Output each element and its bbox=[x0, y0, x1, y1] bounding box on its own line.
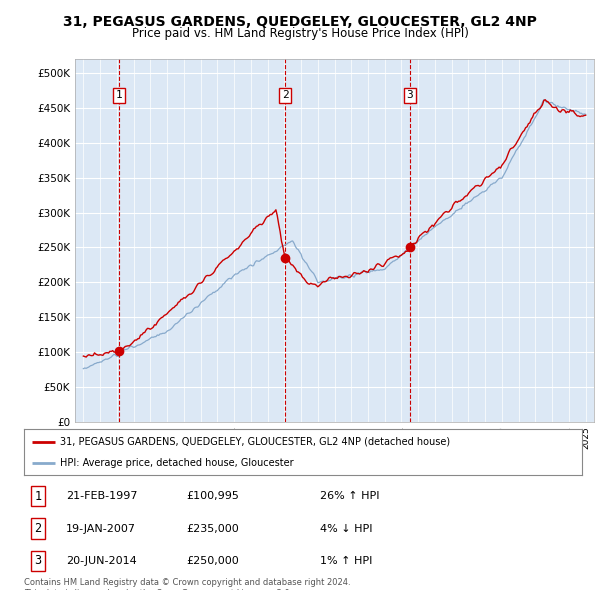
Text: 31, PEGASUS GARDENS, QUEDGELEY, GLOUCESTER, GL2 4NP: 31, PEGASUS GARDENS, QUEDGELEY, GLOUCEST… bbox=[63, 15, 537, 29]
Text: 4% ↓ HPI: 4% ↓ HPI bbox=[320, 523, 372, 533]
Text: £250,000: £250,000 bbox=[186, 556, 239, 566]
Text: Contains HM Land Registry data © Crown copyright and database right 2024.
This d: Contains HM Land Registry data © Crown c… bbox=[24, 578, 350, 590]
Text: 3: 3 bbox=[34, 555, 41, 568]
Text: 2: 2 bbox=[282, 90, 289, 100]
Text: £235,000: £235,000 bbox=[186, 523, 239, 533]
Text: 21-FEB-1997: 21-FEB-1997 bbox=[66, 491, 137, 501]
Text: £100,995: £100,995 bbox=[186, 491, 239, 501]
Text: 31, PEGASUS GARDENS, QUEDGELEY, GLOUCESTER, GL2 4NP (detached house): 31, PEGASUS GARDENS, QUEDGELEY, GLOUCEST… bbox=[60, 437, 451, 447]
Text: 26% ↑ HPI: 26% ↑ HPI bbox=[320, 491, 379, 501]
Text: 2: 2 bbox=[34, 522, 41, 535]
Text: 20-JUN-2014: 20-JUN-2014 bbox=[66, 556, 137, 566]
Text: 1: 1 bbox=[116, 90, 122, 100]
Text: 19-JAN-2007: 19-JAN-2007 bbox=[66, 523, 136, 533]
Text: Price paid vs. HM Land Registry's House Price Index (HPI): Price paid vs. HM Land Registry's House … bbox=[131, 27, 469, 40]
Text: 3: 3 bbox=[406, 90, 413, 100]
Text: 1: 1 bbox=[34, 490, 41, 503]
Text: 1% ↑ HPI: 1% ↑ HPI bbox=[320, 556, 372, 566]
Text: HPI: Average price, detached house, Gloucester: HPI: Average price, detached house, Glou… bbox=[60, 458, 294, 468]
